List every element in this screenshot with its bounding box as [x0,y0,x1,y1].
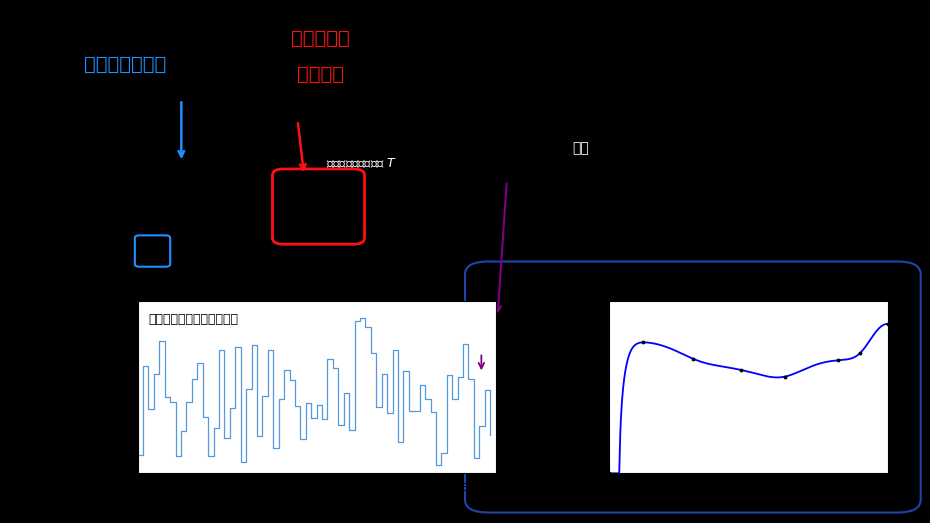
Text: プログラム: プログラム [291,29,351,48]
Y-axis label: $(t)$: $(t)$ [86,319,102,334]
Text: 誤差: 誤差 [572,141,589,155]
Text: 未知パラメータ: 未知パラメータ [84,55,166,74]
Text: ターゲット設定時刻 $T$: ターゲット設定時刻 $T$ [326,157,396,170]
Text: プログラムした制御パルス: プログラムした制御パルス [149,313,238,326]
X-axis label: $t$: $t$ [498,487,507,501]
X-axis label: $u$: $u$ [897,487,907,501]
Text: 可能部分: 可能部分 [298,65,344,84]
